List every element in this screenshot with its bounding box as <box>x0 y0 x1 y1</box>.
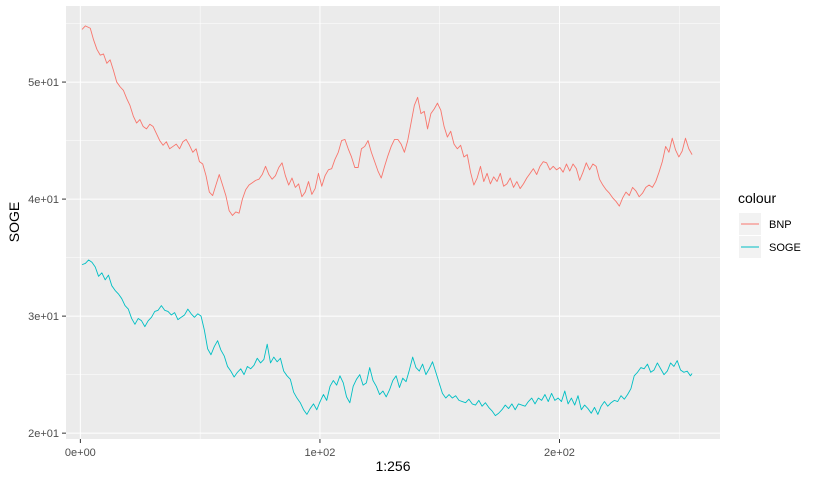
minor-gridlines <box>66 6 720 439</box>
y-tick-label: 5e+01 <box>28 77 59 89</box>
y-tick-label: 2e+01 <box>28 428 59 440</box>
x-tick-label: 0e+00 <box>65 447 96 459</box>
y-tick-label: 3e+01 <box>28 311 59 323</box>
x-axis-title: 1:256 <box>375 458 410 474</box>
series-line-bnp <box>81 25 693 216</box>
legend-title: colour <box>738 190 776 206</box>
x-tick-label: 1e+02 <box>304 447 335 459</box>
series-line-soge <box>81 259 693 417</box>
x-axis-ticks: 0e+00 1e+02 2e+02 <box>65 439 575 459</box>
y-axis-title: SOGE <box>6 202 22 242</box>
legend-item-bnp: BNP <box>739 213 792 235</box>
legend-item-soge: SOGE <box>739 236 801 258</box>
legend: colour BNP SOGE <box>738 190 801 258</box>
legend-label-bnp: BNP <box>769 219 792 231</box>
y-tick-label: 4e+01 <box>28 194 59 206</box>
y-axis-ticks: 2e+01 3e+01 4e+01 5e+01 <box>28 77 66 440</box>
x-tick-label: 2e+02 <box>544 447 575 459</box>
plot-panel <box>66 6 720 439</box>
series-layer <box>81 25 693 417</box>
major-gridlines <box>66 6 720 439</box>
legend-label-soge: SOGE <box>769 242 801 254</box>
